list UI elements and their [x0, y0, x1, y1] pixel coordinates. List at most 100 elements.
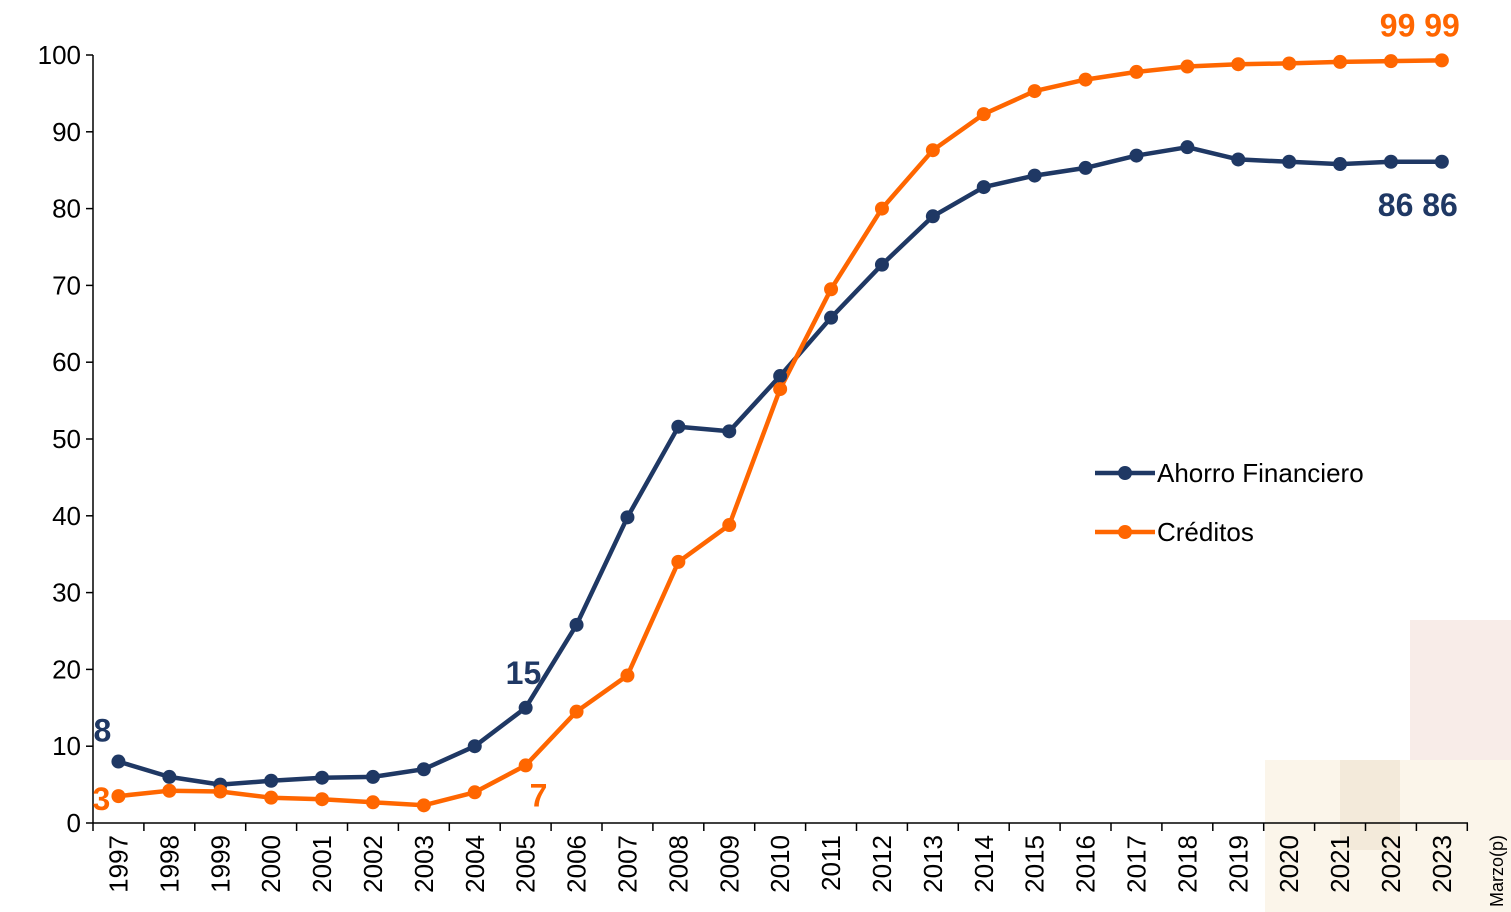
- data-point-ahorro-financiero: [1333, 157, 1348, 172]
- data-point-creditos: [925, 143, 940, 158]
- data-point-ahorro-financiero: [315, 770, 330, 785]
- data-point-ahorro-financiero: [1180, 140, 1195, 155]
- data-point-ahorro-financiero: [111, 754, 126, 769]
- data-point-creditos: [824, 282, 839, 297]
- x-tick-label: 2019: [1223, 835, 1253, 893]
- y-tick-labels: 0 10 20 30 40 50 60 70 80 90 100: [38, 40, 81, 838]
- data-label: 8: [93, 713, 111, 749]
- x-tick-label: 2002: [358, 835, 388, 893]
- data-point-creditos: [722, 518, 737, 533]
- x-tick-label: 2004: [460, 835, 490, 893]
- x-tick-label: 2009: [714, 835, 744, 893]
- data-point-ahorro-financiero: [1027, 168, 1042, 183]
- data-point-creditos: [569, 704, 584, 719]
- data-point-creditos: [874, 201, 889, 216]
- data-point-creditos: [162, 783, 177, 798]
- x-tick-label: 2015: [1020, 835, 1050, 893]
- data-point-creditos: [1383, 54, 1398, 69]
- x-tick-label: 2014: [969, 835, 999, 893]
- x-tick-label: 2008: [663, 835, 693, 893]
- data-point-creditos: [1333, 54, 1348, 69]
- x-tick-label: 1999: [205, 835, 235, 893]
- legend: Ahorro Financiero Créditos: [1095, 458, 1364, 547]
- data-point-ahorro-financiero: [1383, 154, 1398, 169]
- data-point-creditos: [620, 668, 635, 683]
- x-tick-label: 2003: [409, 835, 439, 893]
- data-point-ahorro-financiero: [773, 369, 788, 384]
- y-tick-label: 70: [52, 270, 81, 300]
- x-tick-label: 2022: [1376, 835, 1406, 893]
- data-point-creditos: [1027, 84, 1042, 99]
- y-tick-label: 80: [52, 194, 81, 224]
- y-tick-label: 10: [52, 731, 81, 761]
- data-point-creditos: [1231, 57, 1246, 72]
- data-label: 15: [506, 655, 542, 691]
- y-tick-label: 60: [52, 347, 81, 377]
- data-point-ahorro-financiero: [416, 762, 431, 777]
- legend-marker-ahorro-financiero: [1118, 466, 1132, 480]
- data-point-ahorro-financiero: [569, 617, 584, 632]
- corner-decoration: [1265, 620, 1511, 912]
- data-point-creditos: [1180, 59, 1195, 74]
- data-point-ahorro-financiero: [1129, 148, 1144, 163]
- data-label: 86 86: [1378, 187, 1458, 223]
- data-point-creditos: [315, 792, 330, 807]
- data-point-ahorro-financiero: [1282, 154, 1297, 169]
- x-tick-label: 2021: [1325, 835, 1355, 893]
- data-labels: 8 3 15 7 86 86 99 99: [92, 7, 1459, 817]
- data-point-creditos: [773, 382, 788, 397]
- data-point-ahorro-financiero: [518, 700, 533, 715]
- data-point-ahorro-financiero: [620, 510, 635, 525]
- data-point-creditos: [264, 790, 279, 805]
- data-point-creditos: [467, 785, 482, 800]
- data-point-ahorro-financiero: [874, 257, 889, 272]
- x-tick-label: 1997: [103, 835, 133, 893]
- data-point-ahorro-financiero: [1231, 152, 1246, 167]
- data-label: 99 99: [1380, 7, 1460, 43]
- data-point-ahorro-financiero: [365, 769, 380, 784]
- data-point-ahorro-financiero: [925, 209, 940, 224]
- data-point-ahorro-financiero: [1434, 154, 1449, 169]
- x-tick-label-marzo: Marzo(p): [1487, 835, 1507, 907]
- data-point-ahorro-financiero: [467, 739, 482, 754]
- data-point-ahorro-financiero: [162, 769, 177, 784]
- y-tick-label: 40: [52, 501, 81, 531]
- data-point-creditos: [671, 554, 686, 569]
- data-point-ahorro-financiero: [722, 424, 737, 439]
- data-point-creditos: [416, 798, 431, 813]
- x-tick-label: 2012: [867, 835, 897, 893]
- x-tick-label: 2001: [307, 835, 337, 893]
- x-tick-label: 2017: [1121, 835, 1151, 893]
- data-label: 3: [92, 781, 110, 817]
- x-tick-label: 2020: [1274, 835, 1304, 893]
- y-tick-label: 50: [52, 424, 81, 454]
- data-point-creditos: [1078, 72, 1093, 87]
- data-point-creditos: [1434, 53, 1449, 68]
- x-tick-label: 2006: [562, 835, 592, 893]
- y-tick-label: 0: [67, 808, 81, 838]
- y-tick-label: 90: [52, 117, 81, 147]
- series-lines: [117, 58, 1442, 808]
- data-point-creditos: [111, 789, 126, 804]
- data-point-ahorro-financiero: [671, 419, 686, 434]
- x-tick-label: 2018: [1172, 835, 1202, 893]
- decoration-block-middle: [1340, 760, 1400, 850]
- x-tick-label: 2023: [1427, 835, 1457, 893]
- x-tick-labels: 1997 1998 1999 2000 2001 2002 2003 2004 2005 2006…: [103, 835, 1507, 907]
- x-tick-label: 2016: [1071, 835, 1101, 893]
- series-points: [111, 53, 1449, 813]
- x-tick-label: 2005: [511, 835, 541, 893]
- data-point-creditos: [518, 758, 533, 773]
- data-point-ahorro-financiero: [824, 310, 839, 325]
- data-point-creditos: [976, 107, 991, 122]
- x-tick-label: 2013: [918, 835, 948, 893]
- data-label: 7: [530, 777, 548, 813]
- y-tick-label: 30: [52, 578, 81, 608]
- legend-label-creditos: Créditos: [1157, 517, 1254, 547]
- legend-label-ahorro-financiero: Ahorro Financiero: [1157, 458, 1364, 488]
- data-point-creditos: [365, 795, 380, 810]
- data-point-ahorro-financiero: [1078, 160, 1093, 175]
- x-tick-label: 2000: [256, 835, 286, 893]
- x-tick-label: 2007: [612, 835, 642, 893]
